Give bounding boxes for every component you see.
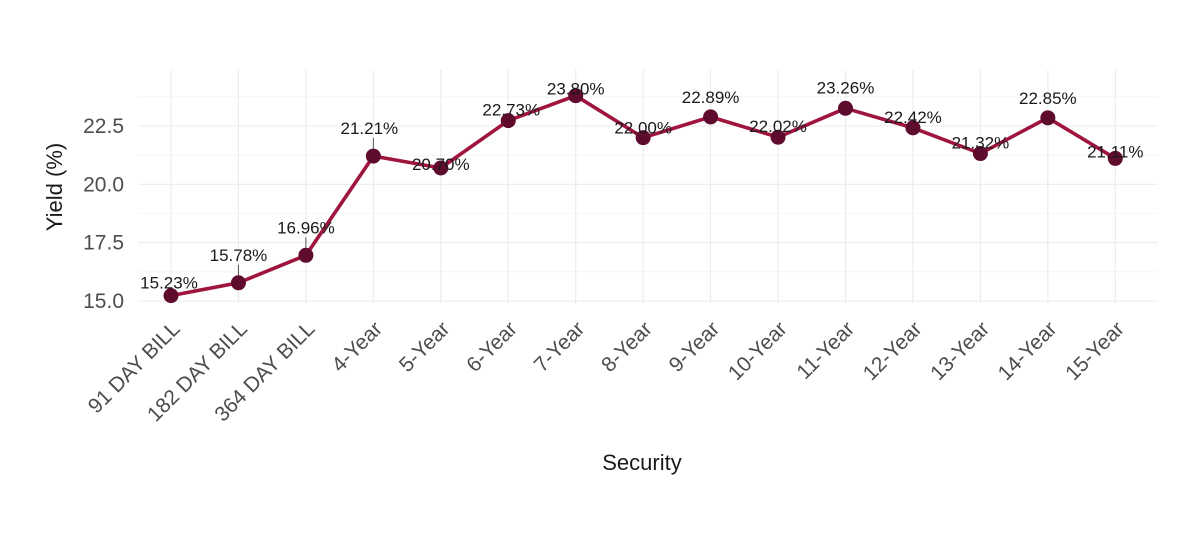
data-point (230, 275, 246, 291)
data-point (163, 288, 179, 304)
data-point (635, 130, 651, 146)
y-tick-label: 15.0 (83, 290, 124, 313)
data-point (500, 113, 516, 129)
x-axis-title: Security (602, 450, 681, 475)
data-label: 22.42% (884, 108, 942, 127)
data-point (972, 146, 988, 162)
data-point (568, 88, 584, 104)
data-point (433, 160, 449, 176)
x-tick-label: 7-Year (530, 317, 589, 376)
data-point (770, 129, 786, 145)
x-tick-label: 8-Year (597, 317, 656, 376)
data-point (365, 148, 381, 164)
data-label: 23.26% (817, 78, 875, 97)
data-label: 21.21% (341, 119, 399, 138)
data-point (1040, 110, 1056, 126)
grid-lines (138, 70, 1158, 303)
data-point (905, 120, 921, 136)
data-label: 22.89% (682, 88, 740, 107)
x-tick-label: 14-Year (994, 317, 1062, 385)
y-tick-label: 22.5 (83, 115, 124, 138)
x-tick-label: 4-Year (327, 317, 386, 376)
data-label: 15.78% (210, 246, 268, 265)
data-label: 21.32% (952, 134, 1010, 153)
data-point (703, 109, 719, 125)
y-axis-title: Yield (%) (42, 143, 67, 231)
data-point (1107, 150, 1123, 166)
data-label: 22.02% (749, 117, 807, 136)
y-tick-label: 20.0 (83, 173, 124, 196)
x-tick-label: 5-Year (395, 317, 454, 376)
data-point (298, 247, 314, 263)
y-tick-label: 17.5 (83, 232, 124, 255)
data-label: 22.00% (614, 119, 672, 138)
x-tick-label: 13-Year (926, 317, 994, 385)
data-label: 15.23% (140, 274, 198, 293)
x-tick-label: 6-Year (462, 317, 521, 376)
x-tick-label: 12-Year (859, 317, 927, 385)
data-label-layer: 15.23% 15.78% 16.96% 21.21% 20.70% 22.73% 23.8… (140, 78, 1143, 292)
x-tick-label: 15-Year (1061, 317, 1129, 385)
x-tick-label: 9-Year (665, 317, 724, 376)
x-tick-label: 11-Year (792, 317, 859, 384)
data-point (838, 100, 853, 116)
data-label: 23.80% (547, 80, 605, 99)
data-label: 16.96% (277, 218, 335, 237)
x-tick-label: 10-Year (724, 317, 792, 385)
data-label: 22.85% (1019, 89, 1077, 108)
y-axis-tick-labels: 15.0 17.5 20.0 22.5 (83, 115, 124, 313)
data-label: 22.73% (482, 101, 540, 120)
data-label: 20.70% (412, 155, 470, 174)
data-label: 21.11% (1087, 142, 1143, 161)
series-line-layer (163, 88, 1123, 304)
